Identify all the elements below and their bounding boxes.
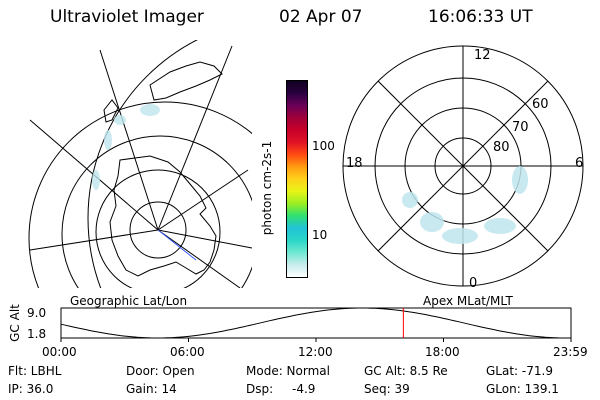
timeline-frame <box>60 307 572 339</box>
aurora-patch <box>140 104 160 116</box>
mlt-line <box>377 80 549 252</box>
timeline-xtick-0600: 06:00 <box>170 345 205 359</box>
aurora-patch <box>484 218 516 234</box>
polar-label-70: 70 <box>512 120 529 135</box>
lat-circle <box>28 101 252 288</box>
lat-circle <box>129 201 187 259</box>
timeline-xtick-2359: 23:59 <box>553 345 588 359</box>
meridian <box>157 45 233 231</box>
altitude-curve <box>60 307 571 339</box>
coastline <box>103 99 119 123</box>
polar-label-60: 60 <box>532 97 549 112</box>
meridian <box>157 229 252 249</box>
meridian <box>29 229 159 251</box>
time-label: 16:06:33 UT <box>428 7 533 27</box>
aurora-patch <box>420 212 444 232</box>
colorbar <box>286 80 308 278</box>
geographic-caption: Geographic Lat/Lon <box>70 294 188 308</box>
lat-circle <box>61 135 252 288</box>
lat-circle <box>95 169 221 288</box>
aurora-patch <box>402 192 418 208</box>
colorbar-tick-10: 10 <box>312 228 328 242</box>
aurora-patch <box>92 170 100 190</box>
door-info: Door: Open <box>126 364 195 378</box>
earth-disk-edge <box>87 40 198 288</box>
aurora-patch <box>512 166 528 194</box>
seq-info: Seq: 39 <box>364 382 410 396</box>
timeline-xtick-1200: 12:00 <box>298 345 333 359</box>
timeline-xtick-0000: 00:00 <box>42 345 77 359</box>
coastline <box>109 155 217 277</box>
meridian <box>157 229 241 288</box>
gain-info: Gain: 14 <box>126 382 177 396</box>
dsp-value: -4.9 <box>292 382 316 396</box>
glat-info: GLat: -71.9 <box>486 364 553 378</box>
mlt-label-18: 18 <box>346 156 363 171</box>
glon-info: GLon: 139.1 <box>486 382 559 396</box>
ip-info: IP: 36.0 <box>8 382 54 396</box>
coastline <box>149 61 223 101</box>
aurora-patch <box>442 228 478 244</box>
mlt-label-6: 6 <box>575 156 584 171</box>
aurora-patch <box>114 115 126 125</box>
colorbar-tick-100: 100 <box>312 139 335 153</box>
subsat-track <box>157 229 197 261</box>
date-label: 02 Apr 07 <box>279 7 363 27</box>
mlt-label-0: 0 <box>469 276 478 291</box>
mode-info: Mode: Normal <box>246 364 330 378</box>
polar-label-80: 80 <box>493 140 510 155</box>
meridian <box>99 49 159 231</box>
instrument-title: Ultraviolet Imager <box>50 7 204 27</box>
aurora-patch <box>104 130 112 150</box>
gc-alt-info: GC Alt: 8.5 Re <box>364 364 448 378</box>
filter-info: Flt: LBHL <box>8 364 62 378</box>
dsp-label: Dsp: <box>246 382 274 396</box>
timeline-ytick-9: 9.0 <box>27 306 47 320</box>
mlt-label-12: 12 <box>474 48 491 63</box>
timeline-ytick-1-8: 1.8 <box>27 327 47 341</box>
meridian <box>157 169 249 231</box>
timeline-xtick-1800: 18:00 <box>425 345 460 359</box>
magnetic-caption: Apex MLat/MLT <box>423 294 513 308</box>
timeline-ylabel: GC Alt <box>8 304 22 342</box>
